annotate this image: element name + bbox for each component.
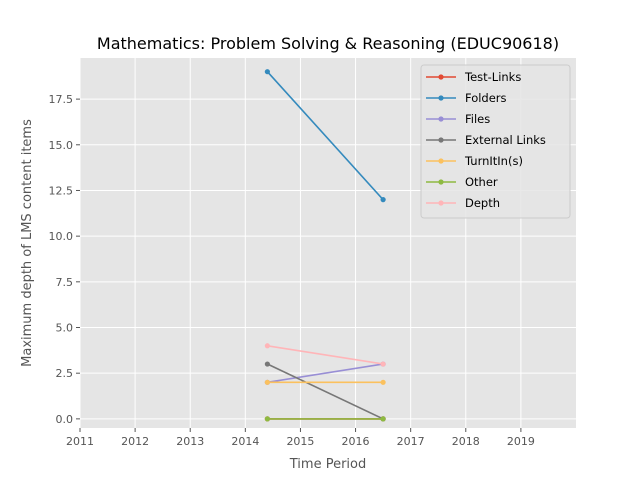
legend-label-other: Other bbox=[465, 175, 498, 189]
legend-marker-external-links bbox=[438, 137, 444, 143]
x-tick-label: 2015 bbox=[286, 435, 314, 448]
legend: Test-Links Folders Files External Links Turn… bbox=[420, 64, 571, 219]
legend-label-depth: Depth bbox=[465, 196, 500, 210]
series-line-external-links bbox=[267, 363, 384, 420]
x-axis-ticks: 2011 2012 2013 2014 2015 2016 2017 2018 2019 bbox=[66, 428, 535, 448]
legend-box bbox=[420, 64, 571, 219]
y-axis-label: Maximum depth of LMS content items bbox=[20, 119, 35, 367]
y-tick-label: 2.5 bbox=[56, 367, 74, 380]
legend-marker-files bbox=[438, 116, 444, 122]
x-tick-label: 2017 bbox=[397, 435, 425, 448]
data-point-other bbox=[264, 416, 270, 422]
legend-label-external-links: External Links bbox=[465, 133, 546, 147]
data-point-folders bbox=[264, 69, 270, 75]
legend-marker-turnitin-s bbox=[438, 158, 444, 164]
y-axis-ticks: 0.0 2.5 5.0 7.5 10.0 12.5 15.0 17.5 bbox=[49, 93, 80, 426]
legend-marker-depth bbox=[438, 200, 444, 206]
legend-label-folders: Folders bbox=[465, 91, 507, 105]
x-tick-label: 2011 bbox=[66, 435, 94, 448]
series-line-files bbox=[267, 363, 384, 384]
data-point-turnitin-s bbox=[264, 379, 270, 385]
x-tick-label: 2019 bbox=[507, 435, 535, 448]
legend-marker-other bbox=[438, 179, 444, 185]
x-tick-label: 2016 bbox=[342, 435, 370, 448]
y-tick-label: 10.0 bbox=[49, 230, 74, 243]
x-tick-label: 2012 bbox=[121, 435, 149, 448]
chart-title: Mathematics: Problem Solving & Reasoning… bbox=[97, 34, 559, 53]
series-line-folders bbox=[266, 71, 384, 201]
x-tick-label: 2014 bbox=[231, 435, 259, 448]
data-point-depth bbox=[264, 343, 270, 349]
legend-label-files: Files bbox=[465, 112, 490, 126]
y-tick-label: 15.0 bbox=[49, 139, 74, 152]
y-tick-label: 0.0 bbox=[56, 413, 74, 426]
data-point-other bbox=[380, 416, 386, 422]
y-tick-label: 5.0 bbox=[56, 322, 74, 335]
series-line-depth bbox=[267, 345, 384, 365]
series-lines bbox=[264, 69, 386, 422]
legend-label-turnitin-s: TurnItIn(s) bbox=[464, 154, 523, 168]
y-tick-label: 7.5 bbox=[56, 276, 74, 289]
x-axis-label: Time Period bbox=[289, 457, 366, 472]
data-point-external-links bbox=[264, 361, 270, 367]
x-tick-label: 2013 bbox=[176, 435, 204, 448]
x-tick-label: 2018 bbox=[452, 435, 480, 448]
y-tick-label: 12.5 bbox=[49, 184, 74, 197]
legend-label-test-links: Test-Links bbox=[464, 70, 521, 84]
y-tick-label: 17.5 bbox=[49, 93, 74, 106]
data-point-folders bbox=[380, 197, 386, 203]
data-point-depth bbox=[380, 361, 386, 367]
legend-marker-folders bbox=[438, 95, 444, 101]
data-point-turnitin-s bbox=[380, 379, 386, 385]
legend-marker-test-links bbox=[438, 74, 444, 80]
